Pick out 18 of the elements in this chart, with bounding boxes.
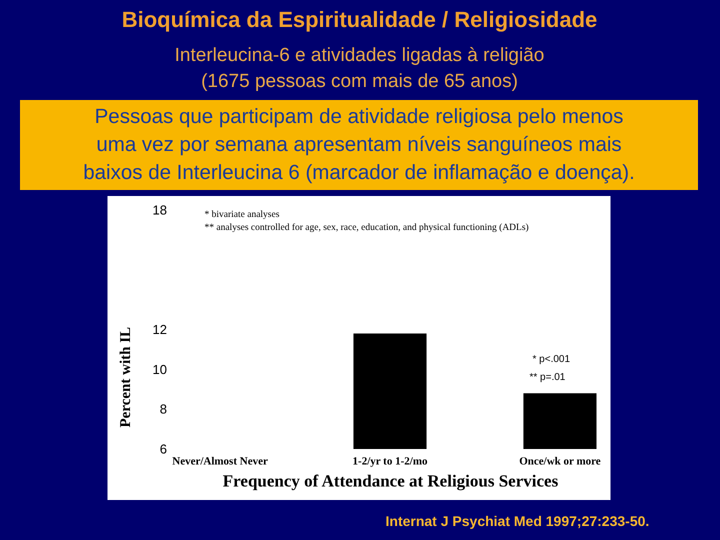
x-tick-label: 1-2/yr to 1-2/mo — [352, 456, 428, 468]
text: Pessoas que participam de atividade religiosa pelo menos uma vez por semana apresentam níveis sanguíneos mais baixos de Interleucina 6 (marcador de inflamação e doença). — [83, 105, 635, 184]
x-axis-title: Frequency of Attendance at Religious Services — [222, 472, 559, 490]
x-tick-label: Never/Almost Never — [172, 456, 268, 468]
y-tick-label: 18 — [152, 202, 167, 218]
text: Internat J Psychiat Med 1997;27:233-50. — [386, 513, 650, 529]
y-tick-label: 12 — [152, 322, 167, 337]
annotation: ** analyses controlled for age, sex, race, education, and physical functioning (ADLs) — [204, 223, 529, 233]
y-axis-title: Percent with IL — [118, 326, 134, 428]
x-tick-label: Once/wk or more — [519, 456, 601, 468]
y-tick-label: 8 — [160, 402, 167, 417]
annotation: * p<.001 — [532, 354, 570, 365]
chart-title: Bioquímica da Espiritualidade / Religiosidade — [122, 7, 598, 32]
annotation: ** p=.01 — [530, 372, 566, 383]
y-tick-label: 10 — [152, 362, 167, 377]
chart-subtitle: Interleucina-6 e atividades ligadas à religião (1675 pessoas com mais de 65 anos) — [174, 45, 544, 92]
y-tick-label: 6 — [160, 442, 167, 456]
annotation: * bivariate analyses — [204, 210, 280, 220]
